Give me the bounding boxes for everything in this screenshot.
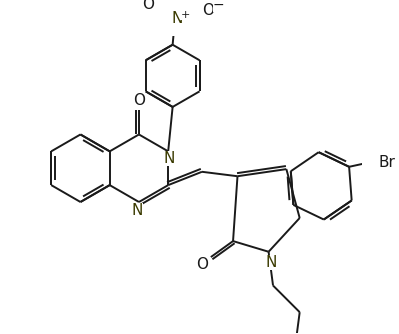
Text: N: N	[132, 203, 143, 218]
Text: O: O	[133, 93, 145, 108]
Text: N: N	[266, 255, 277, 270]
Text: O: O	[202, 3, 214, 18]
Text: O: O	[196, 257, 208, 272]
Text: +: +	[180, 9, 190, 19]
Text: O: O	[142, 0, 154, 12]
Text: N: N	[172, 11, 183, 26]
Text: N: N	[163, 151, 175, 166]
Text: Br: Br	[379, 155, 396, 170]
Text: −: −	[213, 0, 225, 12]
